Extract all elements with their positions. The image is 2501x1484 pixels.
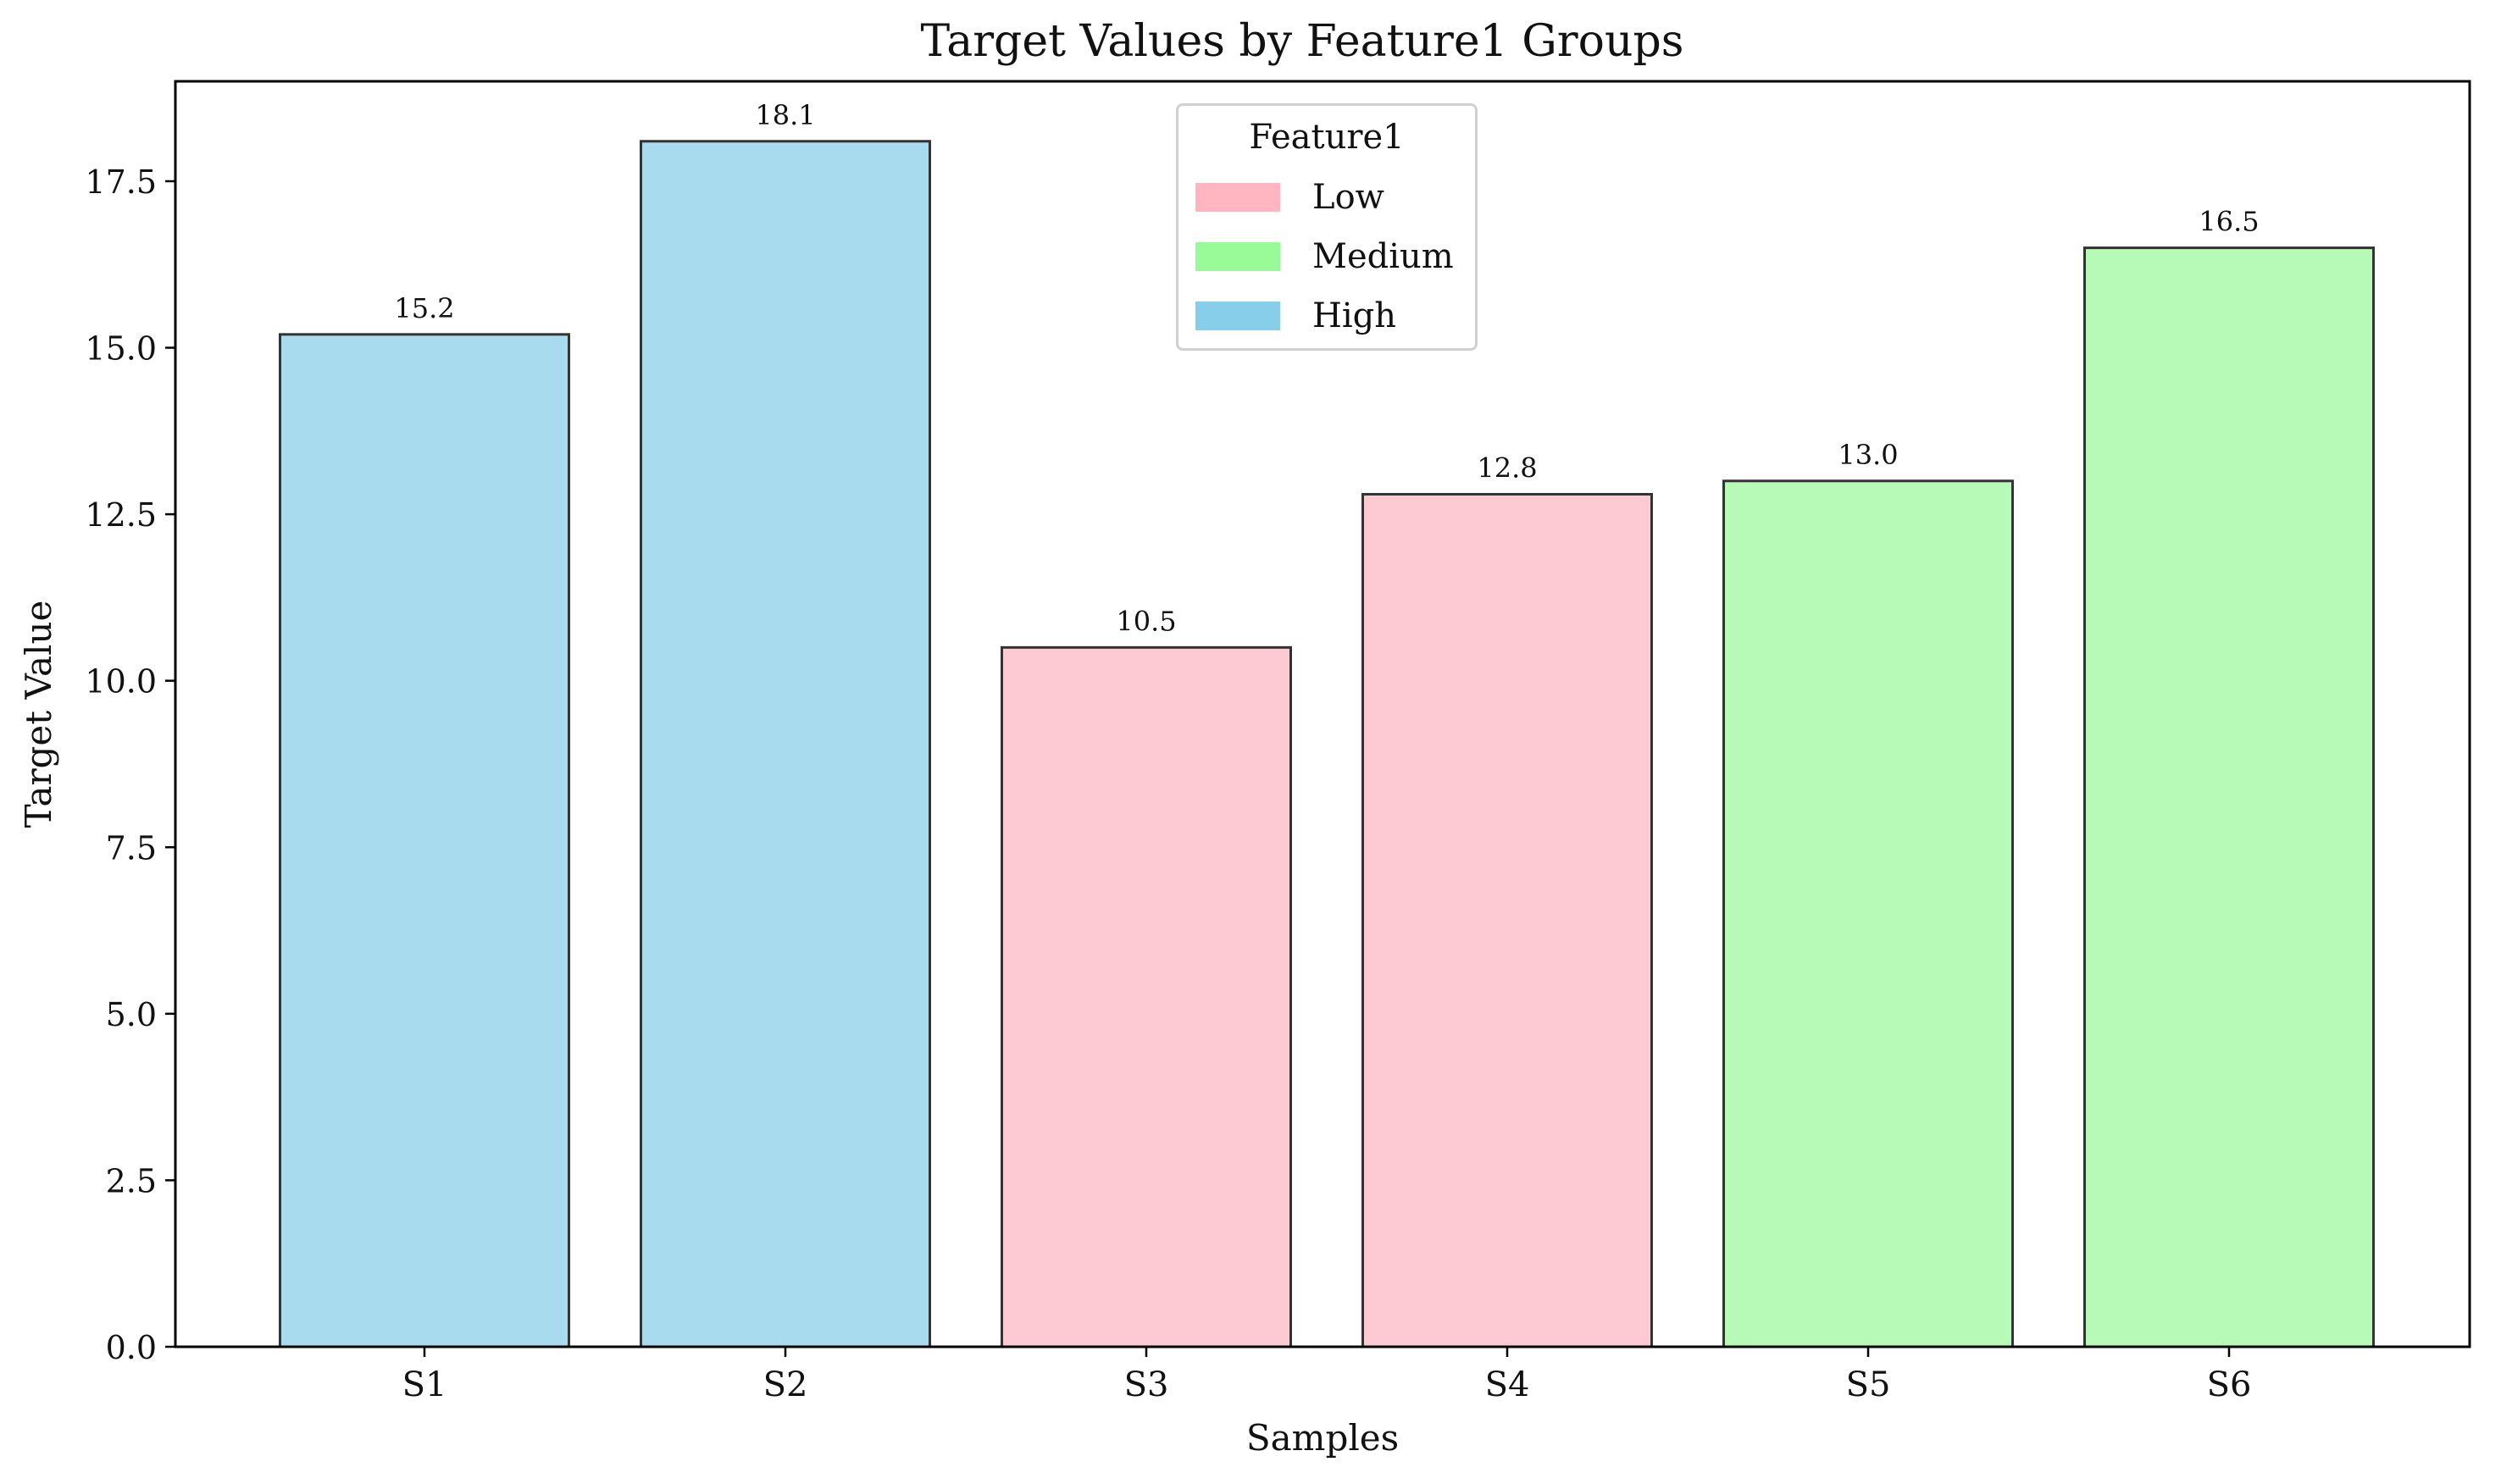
- y-tick-label: 0.0: [106, 1329, 157, 1366]
- x-axis: S1 S2 S3 S4 S5 S6: [402, 1347, 2252, 1404]
- bar-s3: [1001, 645, 1292, 1348]
- y-tick-label: 15.0: [85, 330, 157, 368]
- y-tick-label: 7.5: [106, 829, 157, 867]
- y-tick-label: 12.5: [85, 496, 157, 534]
- x-tick-label-s6: S6: [2207, 1365, 2252, 1404]
- y-tick-label: 10.0: [85, 663, 157, 700]
- legend-label-high: High: [1312, 296, 1397, 335]
- legend-item-medium: Medium: [1195, 236, 1454, 277]
- x-tick-label-s4: S4: [1485, 1365, 1530, 1404]
- x-tick-label-s3: S3: [1124, 1365, 1169, 1404]
- bars-layer: 15.2 18.1 10.5 12.8 13.0 16.5: [279, 99, 2375, 1348]
- legend-item-low: Low: [1195, 177, 1384, 218]
- bar-s4: [1361, 493, 1653, 1348]
- bar-s2: [640, 140, 931, 1348]
- plot-frame: [174, 80, 2471, 1348]
- legend-label-medium: Medium: [1312, 237, 1454, 276]
- legend-label-low: Low: [1312, 178, 1384, 217]
- x-axis-label: Samples: [1246, 1417, 1399, 1459]
- y-axis-label: Target Value: [18, 601, 59, 828]
- x-tick-label-s5: S5: [1846, 1365, 1891, 1404]
- legend: Feature1 Low Medium High: [1176, 103, 1478, 351]
- bar-s1: [279, 333, 570, 1348]
- y-axis: 0.0 2.5 5.0 7.5 10.0 12.5 15.0 17.5: [85, 163, 175, 1366]
- bar-value-label-s4: 12.8: [1477, 452, 1537, 485]
- x-tick-label-s2: S2: [763, 1365, 808, 1404]
- chart-title: Target Values by Feature1 Groups: [921, 16, 1684, 67]
- bar-value-label-s1: 15.2: [394, 292, 454, 324]
- legend-title: Feature1: [1249, 118, 1405, 157]
- y-tick-label: 5.0: [106, 996, 157, 1033]
- bar-value-label-s3: 10.5: [1116, 605, 1176, 637]
- bar-value-label-s2: 18.1: [755, 99, 815, 131]
- legend-swatch-medium: [1195, 242, 1280, 271]
- legend-item-high: High: [1195, 296, 1396, 336]
- legend-swatch-low: [1195, 183, 1280, 212]
- bar-value-label-s6: 16.5: [2199, 206, 2259, 238]
- y-tick-label: 17.5: [85, 163, 157, 201]
- x-tick-label-s1: S1: [402, 1365, 447, 1404]
- y-tick-label: 2.5: [106, 1162, 157, 1199]
- bar-value-label-s5: 13.0: [1838, 439, 1898, 471]
- bar-s5: [1722, 479, 2014, 1348]
- legend-swatch-high: [1195, 302, 1280, 330]
- bar-s6: [2083, 246, 2375, 1348]
